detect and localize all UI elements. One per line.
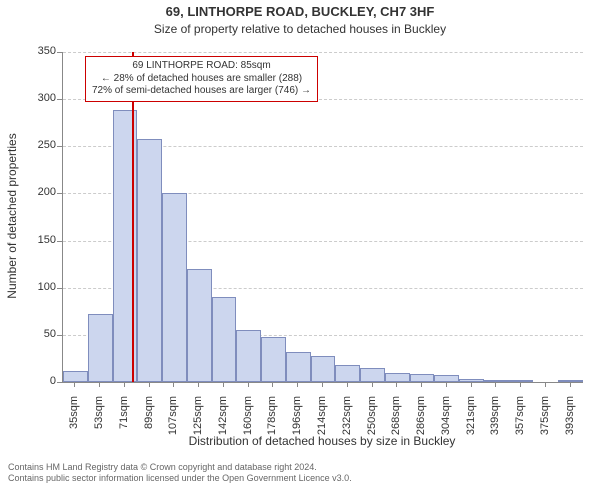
xtick-mark — [297, 382, 298, 387]
ytick-label: 250 — [26, 139, 56, 151]
histogram-bar — [88, 314, 113, 382]
xtick-label: 35sqm — [68, 396, 80, 446]
ytick-mark — [57, 241, 62, 242]
chart-title: 69, LINTHORPE ROAD, BUCKLEY, CH7 3HF — [0, 4, 600, 19]
histogram-bar — [335, 365, 360, 382]
histogram-bar — [212, 297, 237, 382]
histogram-bar — [360, 368, 385, 382]
ytick-label: 350 — [26, 45, 56, 57]
histogram-bar — [63, 371, 88, 382]
ytick-mark — [57, 99, 62, 100]
xtick-label: 53sqm — [93, 396, 105, 446]
ytick-mark — [57, 288, 62, 289]
xtick-mark — [347, 382, 348, 387]
xtick-mark — [471, 382, 472, 387]
histogram-bar — [459, 379, 484, 382]
xtick-label: 71sqm — [118, 396, 130, 446]
xtick-label: 142sqm — [217, 396, 229, 446]
xtick-label: 178sqm — [266, 396, 278, 446]
histogram-bar — [434, 375, 459, 382]
xtick-label: 339sqm — [489, 396, 501, 446]
xtick-label: 286sqm — [415, 396, 427, 446]
ytick-label: 200 — [26, 186, 56, 198]
xtick-label: 250sqm — [366, 396, 378, 446]
histogram-bar — [236, 330, 261, 382]
ytick-mark — [57, 146, 62, 147]
xtick-label: 232sqm — [341, 396, 353, 446]
histogram-bar — [162, 193, 187, 382]
histogram-bar — [558, 380, 583, 382]
xtick-mark — [223, 382, 224, 387]
footer-line-2: Contains public sector information licen… — [8, 473, 352, 484]
xtick-label: 357sqm — [514, 396, 526, 446]
histogram-bar — [410, 374, 435, 382]
histogram-bar — [286, 352, 311, 382]
xtick-label: 89sqm — [143, 396, 155, 446]
footer-line-1: Contains HM Land Registry data © Crown c… — [8, 462, 352, 473]
xtick-mark — [322, 382, 323, 387]
xtick-mark — [248, 382, 249, 387]
ytick-label: 150 — [26, 234, 56, 246]
plot-area: 69 LINTHORPE ROAD: 85sqm← 28% of detache… — [62, 52, 583, 383]
xtick-mark — [99, 382, 100, 387]
xtick-mark — [446, 382, 447, 387]
xtick-label: 375sqm — [539, 396, 551, 446]
histogram-bar — [187, 269, 212, 382]
xtick-label: 304sqm — [440, 396, 452, 446]
xtick-mark — [495, 382, 496, 387]
xtick-mark — [421, 382, 422, 387]
histogram-bar — [137, 139, 162, 382]
ytick-label: 0 — [26, 375, 56, 387]
y-axis-label: Number of detached properties — [5, 51, 19, 381]
xtick-mark — [396, 382, 397, 387]
xtick-mark — [545, 382, 546, 387]
xtick-mark — [74, 382, 75, 387]
annotation-line: 72% of semi-detached houses are larger (… — [92, 85, 311, 98]
ytick-label: 300 — [26, 92, 56, 104]
xtick-label: 393sqm — [564, 396, 576, 446]
xtick-label: 107sqm — [167, 396, 179, 446]
xtick-label: 321sqm — [465, 396, 477, 446]
grid-line — [63, 52, 583, 53]
histogram-bar — [311, 356, 336, 382]
xtick-mark — [272, 382, 273, 387]
xtick-mark — [198, 382, 199, 387]
ytick-label: 100 — [26, 281, 56, 293]
ytick-mark — [57, 193, 62, 194]
xtick-mark — [570, 382, 571, 387]
annotation-line: 69 LINTHORPE ROAD: 85sqm — [92, 60, 311, 73]
xtick-label: 160sqm — [242, 396, 254, 446]
annotation-box: 69 LINTHORPE ROAD: 85sqm← 28% of detache… — [85, 56, 318, 102]
property-marker-line — [132, 52, 134, 382]
xtick-mark — [372, 382, 373, 387]
annotation-line: ← 28% of detached houses are smaller (28… — [92, 73, 311, 86]
xtick-mark — [520, 382, 521, 387]
xtick-label: 214sqm — [316, 396, 328, 446]
xtick-mark — [149, 382, 150, 387]
ytick-mark — [57, 335, 62, 336]
ytick-mark — [57, 52, 62, 53]
xtick-mark — [124, 382, 125, 387]
ytick-label: 50 — [26, 328, 56, 340]
chart-container: 69, LINTHORPE ROAD, BUCKLEY, CH7 3HF Siz… — [0, 0, 600, 500]
xtick-label: 125sqm — [192, 396, 204, 446]
xtick-label: 268sqm — [390, 396, 402, 446]
histogram-bar — [261, 337, 286, 382]
xtick-mark — [173, 382, 174, 387]
ytick-mark — [57, 382, 62, 383]
footer: Contains HM Land Registry data © Crown c… — [8, 462, 352, 485]
histogram-bar — [385, 373, 410, 382]
xtick-label: 196sqm — [291, 396, 303, 446]
chart-subtitle: Size of property relative to detached ho… — [0, 22, 600, 36]
